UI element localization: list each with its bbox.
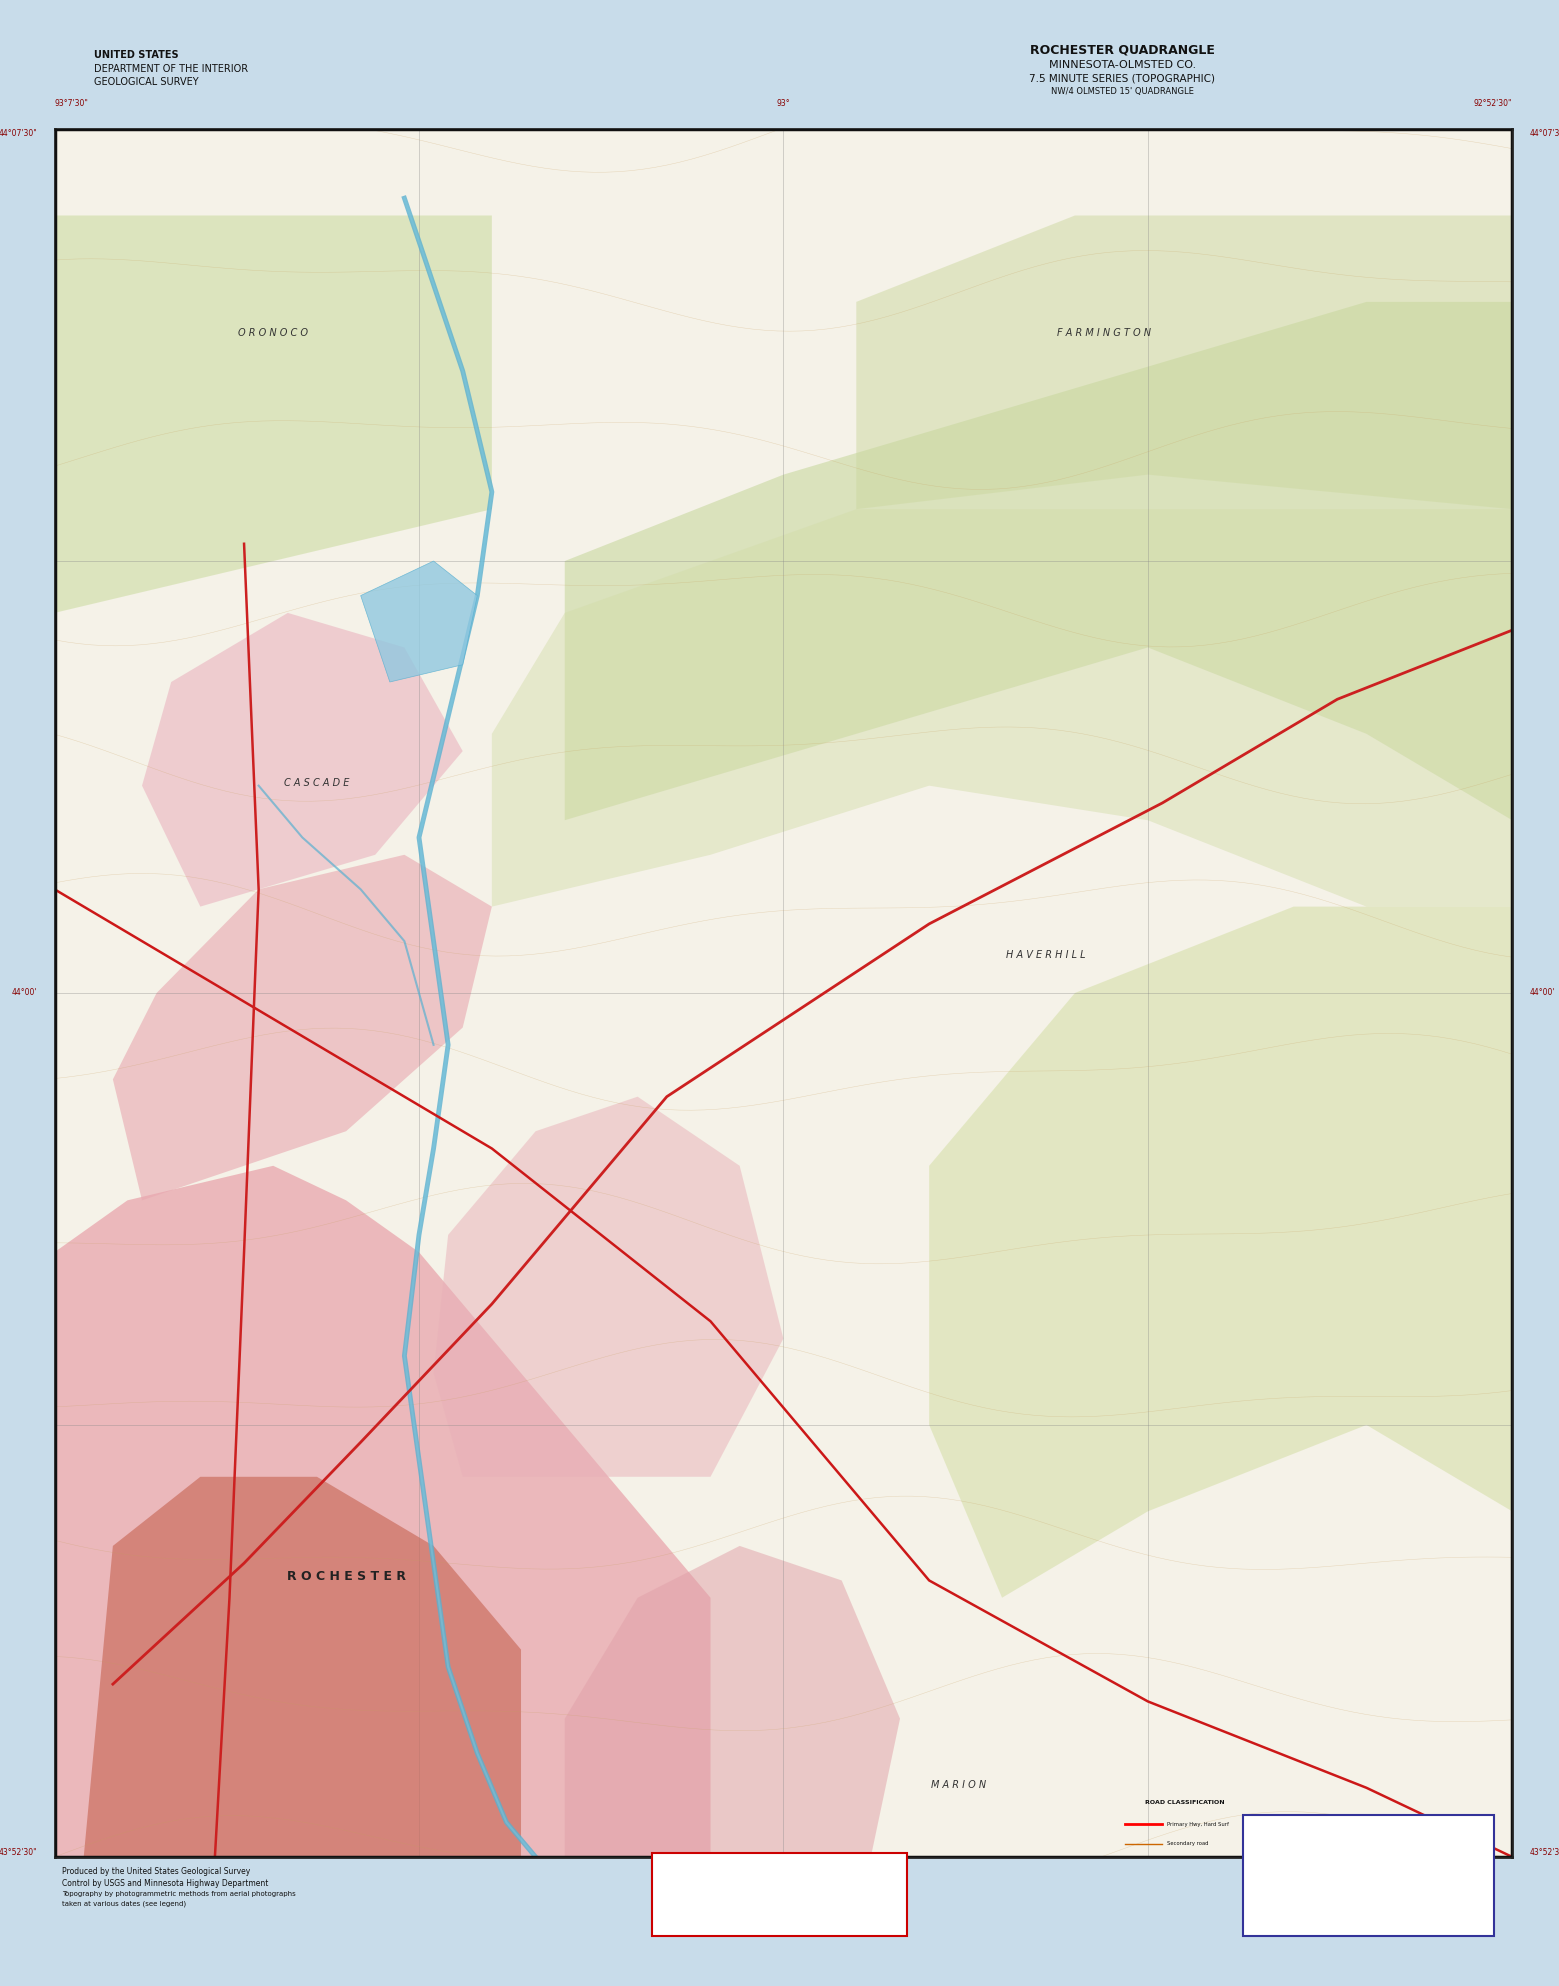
- Text: 43°52'30": 43°52'30": [0, 1847, 37, 1857]
- Text: A.H. ROBINSON: A.H. ROBINSON: [1328, 1829, 1406, 1839]
- Text: UNITED STATES: UNITED STATES: [94, 50, 178, 60]
- Text: 93°7'30": 93°7'30": [55, 99, 89, 109]
- Text: JUN 1 0 1994: JUN 1 0 1994: [1333, 1855, 1402, 1865]
- Text: 43°52'30": 43°52'30": [1529, 1847, 1559, 1857]
- Text: ROAD CLASSIFICATION: ROAD CLASSIFICATION: [1144, 1799, 1225, 1805]
- Text: C A S C A D E: C A S C A D E: [284, 779, 349, 788]
- Text: H A V E R H I L L: H A V E R H I L L: [1006, 951, 1085, 961]
- Text: DEPARTMENT OF THE INTERIOR: DEPARTMENT OF THE INTERIOR: [94, 64, 248, 73]
- Text: SCALE 1:24 000: SCALE 1:24 000: [734, 1871, 825, 1881]
- Text: Produced by the United States Geological Survey: Produced by the United States Geological…: [62, 1867, 251, 1877]
- Text: 44°07'30": 44°07'30": [1529, 129, 1559, 139]
- Text: N4400-W9215/7.5: N4400-W9215/7.5: [1414, 1883, 1489, 1893]
- Polygon shape: [929, 906, 1512, 1597]
- Polygon shape: [55, 216, 491, 614]
- Text: taken at various dates (see legend): taken at various dates (see legend): [62, 1901, 187, 1907]
- Polygon shape: [433, 1096, 783, 1478]
- Text: 44°07'30": 44°07'30": [0, 129, 37, 139]
- Text: Primary Hwy, Hard Surf: Primary Hwy, Hard Surf: [1168, 1821, 1228, 1827]
- Polygon shape: [84, 1478, 521, 1857]
- Text: U.S. Regional: U.S. Regional: [742, 1865, 817, 1875]
- Polygon shape: [856, 216, 1512, 508]
- Text: PHOTOREVISED 1993: PHOTOREVISED 1993: [1398, 1907, 1489, 1916]
- Text: ROCHESTER, MINN.: ROCHESTER, MINN.: [1367, 1867, 1489, 1877]
- Text: 92°52'30": 92°52'30": [1473, 99, 1512, 109]
- Text: Topography by photogrammetric methods from aerial photographs: Topography by photogrammetric methods fr…: [62, 1891, 296, 1897]
- Text: MINNESOTA-OLMSTED CO.: MINNESOTA-OLMSTED CO.: [1049, 60, 1196, 70]
- Polygon shape: [55, 1166, 711, 1857]
- Text: DO NOT DISCARD: DO NOT DISCARD: [728, 1893, 831, 1903]
- Text: MAP LIBRARY: MAP LIBRARY: [1333, 1841, 1402, 1851]
- Text: NATIONAL GEODETIC VERTICAL DATUM OF 1929: NATIONAL GEODETIC VERTICAL DATUM OF 1929: [688, 1901, 871, 1911]
- Text: Depository Copy: Depository Copy: [739, 1879, 820, 1889]
- Text: University of Wisconsin
Madison: University of Wisconsin Madison: [1322, 1869, 1412, 1889]
- Text: Control by USGS and Minnesota Highway Department: Control by USGS and Minnesota Highway De…: [62, 1879, 268, 1889]
- Text: ROCHESTER QUADRANGLE: ROCHESTER QUADRANGLE: [1030, 44, 1214, 58]
- Text: 7.5 MINUTE SERIES (TOPOGRAPHIC): 7.5 MINUTE SERIES (TOPOGRAPHIC): [1029, 73, 1216, 83]
- Polygon shape: [564, 302, 1512, 820]
- Text: 44°00': 44°00': [1529, 989, 1556, 997]
- Polygon shape: [564, 1545, 900, 1857]
- Text: 93°: 93°: [776, 99, 790, 109]
- Text: F A R M I N G T O N: F A R M I N G T O N: [1057, 328, 1151, 338]
- Text: NW/4 OLMSTED 15' QUADRANGLE: NW/4 OLMSTED 15' QUADRANGLE: [1051, 87, 1194, 97]
- Text: GEOLOGICAL SURVEY: GEOLOGICAL SURVEY: [94, 77, 198, 87]
- Text: O R O N O C O: O R O N O C O: [239, 328, 309, 338]
- Text: 1972: 1972: [1462, 1895, 1489, 1905]
- Text: Secondary road: Secondary road: [1168, 1841, 1208, 1847]
- Polygon shape: [112, 854, 491, 1200]
- Polygon shape: [55, 129, 1512, 1857]
- Text: 44°00': 44°00': [11, 989, 37, 997]
- Text: R O C H E S T E R: R O C H E S T E R: [287, 1571, 405, 1583]
- Polygon shape: [142, 614, 463, 906]
- Polygon shape: [491, 508, 1512, 906]
- Text: TMA 1222, SE AMS-SERIES V831: TMA 1222, SE AMS-SERIES V831: [1366, 1918, 1489, 1928]
- Text: CONTOUR INTERVAL 20 FEET: CONTOUR INTERVAL 20 FEET: [719, 1887, 840, 1897]
- Polygon shape: [360, 560, 477, 681]
- Text: M A R I O N: M A R I O N: [931, 1779, 985, 1789]
